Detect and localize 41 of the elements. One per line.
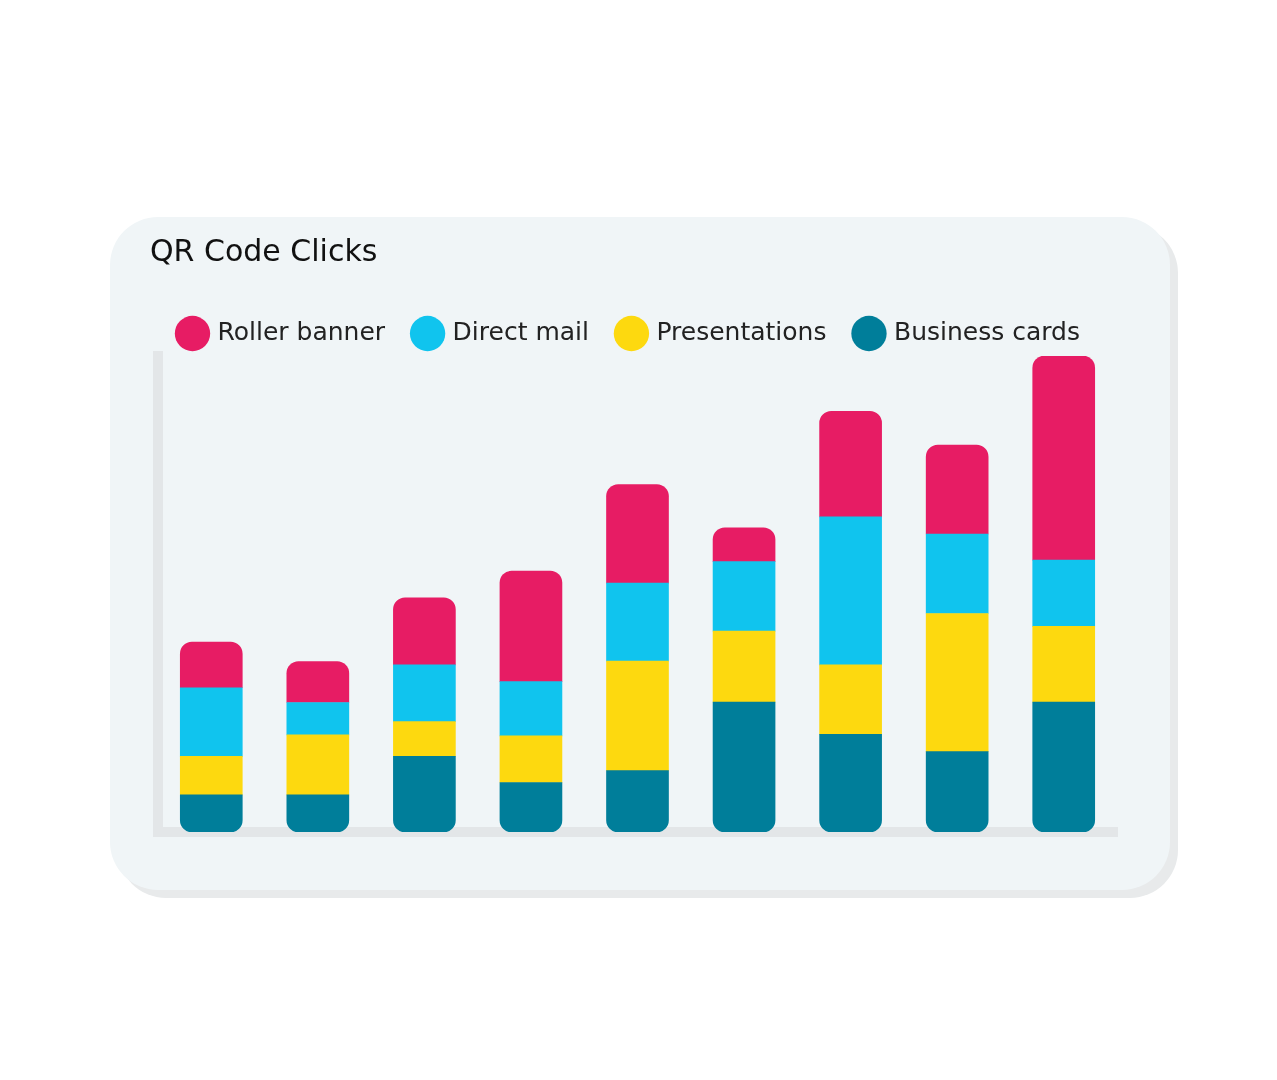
bar [179,794,243,832]
bar [286,794,350,832]
legend-label: Presentations [656,317,827,346]
bar [1032,626,1096,703]
bar [819,410,882,518]
bar [606,582,669,662]
bar [925,613,989,752]
bar [606,660,669,771]
legend-label: Roller banner [217,317,386,346]
bar [819,734,882,832]
bar [286,702,350,736]
bar [499,735,563,783]
bar [712,701,776,832]
bar [712,527,776,562]
chart-title: QR Code Clicks [150,232,378,268]
bar [606,484,669,584]
bar [1032,356,1096,561]
bar [499,570,563,682]
legend-label: Direct mail [452,317,589,346]
bar [393,755,456,832]
bar [499,681,563,737]
bar [819,664,882,735]
bar [712,561,776,632]
bar [393,721,456,757]
bar [925,533,989,614]
bar [179,687,243,757]
bar [393,597,456,666]
bar [179,755,243,796]
bar [393,664,456,722]
bar [499,782,563,832]
bar [925,444,989,535]
bar [606,770,669,832]
bar [1032,701,1096,832]
legend-label: Business cards [893,317,1080,346]
bar [819,516,882,666]
bar [1032,559,1096,627]
bar [286,734,350,796]
bar [925,751,989,832]
bar [712,630,776,703]
bar [179,641,243,689]
bar [286,661,350,703]
